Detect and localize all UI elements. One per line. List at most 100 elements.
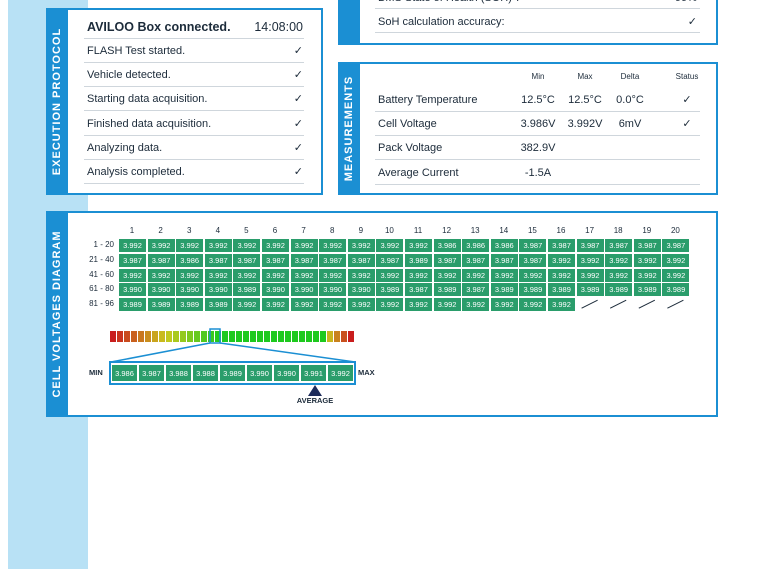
panel-title: MEASUREMENTS [343,75,355,182]
cell-voltage: 3.989 [632,282,662,298]
cell-voltage: 3.989 [146,297,176,313]
cell-voltage: 3.992 [661,252,691,268]
row-separator [84,183,304,184]
cell-voltage: 3.987 [289,252,319,268]
row-separator [375,8,700,9]
cell-voltage: 3.992 [461,267,491,283]
row-separator [375,159,700,161]
cell-voltage: 3.989 [404,252,433,268]
row-separator [375,32,700,33]
cell-voltage: 3.987 [375,252,405,268]
cell-voltage: 3.992 [518,267,548,283]
measurement-label: Pack Voltage [378,142,443,155]
cell-voltage: 3.992 [261,238,290,253]
cell-voltage: 3.987 [547,238,576,253]
cell-voltage: 3.992 [175,238,205,253]
row-label: 81 - 96 [89,299,114,309]
cell-voltage: 3.992 [575,267,605,283]
protocol-step: Analysis completed. [87,166,185,178]
cell-voltage: 3.992 [375,238,405,253]
row-separator [84,86,304,88]
cell-voltage: 3.992 [661,267,691,283]
column-header: 12 [442,226,452,235]
panel-strip [338,62,360,195]
row-label: 61 - 80 [89,284,114,294]
measurement-value: 382.9V [520,142,556,155]
protocol-status: 14:08:00 [254,20,303,34]
protocol-status: ✓ [293,117,303,130]
protocol-status: ✓ [293,166,303,178]
measurement-value: 0.0°C [616,94,644,106]
cell-voltage: 3.992 [146,238,176,253]
column-header: 2 [158,226,163,235]
protocol-step: Finished data acquisition. [87,117,212,130]
cell-voltage: 3.992 [232,238,262,253]
cell-voltage: 3.992 [404,297,433,313]
column-header: 11 [413,226,423,235]
cell-voltage: 3.992 [575,252,605,268]
cell-voltage: 3.992 [118,267,147,283]
measurement-value: ✓ [682,118,692,131]
cell-voltage: 3.992 [261,297,290,313]
row-separator [375,135,700,137]
cell-voltage: 3.987 [346,252,376,268]
cell-voltage: 3.992 [404,238,433,253]
protocol-status: ✓ [293,141,303,154]
cell-voltage: 3.992 [146,267,176,283]
scale-value: 3.987 [138,364,165,382]
panel-strip [46,211,68,417]
cell-voltage: 3.992 [604,252,634,268]
cell-voltage: 3.986 [489,238,519,253]
protocol-status: ✓ [293,69,303,82]
row-separator [84,134,304,136]
cell-voltage: 3.992 [232,297,262,313]
cell-voltage: 3.987 [661,238,691,253]
cell-voltage: 3.989 [518,282,548,298]
row-separator [84,38,304,39]
cell-voltage: 3.987 [432,252,462,268]
cell-voltage: 3.989 [547,282,576,298]
protocol-step: FLASH Test started. [87,45,186,57]
cell-voltage: 3.992 [404,267,433,283]
measurement-value: 6mV [618,118,642,131]
cell-voltage: 3.989 [575,282,605,298]
cell-voltage: 3.986 [175,252,205,268]
cell-voltage: 3.992 [289,297,319,313]
measurements-panel [338,62,718,195]
measurement-value: 12.5°C [568,94,602,106]
column-header: Status [675,72,699,81]
cell-voltage: 3.990 [118,282,147,298]
row-label: 21 - 40 [89,254,114,264]
measurement-value: 3.992V [567,118,603,131]
protocol-step: Analyzing data. [87,141,163,154]
column-header: 9 [358,226,364,235]
cell-voltage: 3.992 [461,297,491,313]
cell-voltage: 3.992 [346,238,376,253]
cell-voltage: 3.992 [489,297,519,313]
cell-voltage: 3.987 [575,238,605,253]
cell-voltage: 3.989 [203,297,233,313]
cell-voltage: 3.992 [175,267,205,283]
panel-strip [46,8,68,195]
column-header: 16 [556,226,566,235]
column-header: 20 [670,226,680,235]
row-separator [375,111,700,112]
cell-voltage: 3.987 [232,252,262,268]
cell-voltage: 3.992 [203,267,233,283]
scale-value: 3.990 [246,364,273,382]
cell-voltage: 3.992 [432,267,462,283]
protocol-step: AVILOO Box connected. [87,20,231,34]
measurement-value: 3.986V [520,118,556,131]
scale-value: 3.990 [273,364,300,382]
row-label: BMS State of Health (SOH)*: [378,0,519,6]
column-header: 14 [499,226,509,235]
scale-value: 3.988 [192,364,219,382]
column-header: Min [531,72,545,81]
cell-voltage: 3.987 [461,252,491,268]
cell-voltage: 3.992 [489,267,519,283]
cell-voltage: 3.992 [318,238,348,253]
scale-value: 3.989 [219,364,246,382]
cell-voltage: 3.989 [489,282,519,298]
cell-voltage: 3.992 [346,297,376,313]
